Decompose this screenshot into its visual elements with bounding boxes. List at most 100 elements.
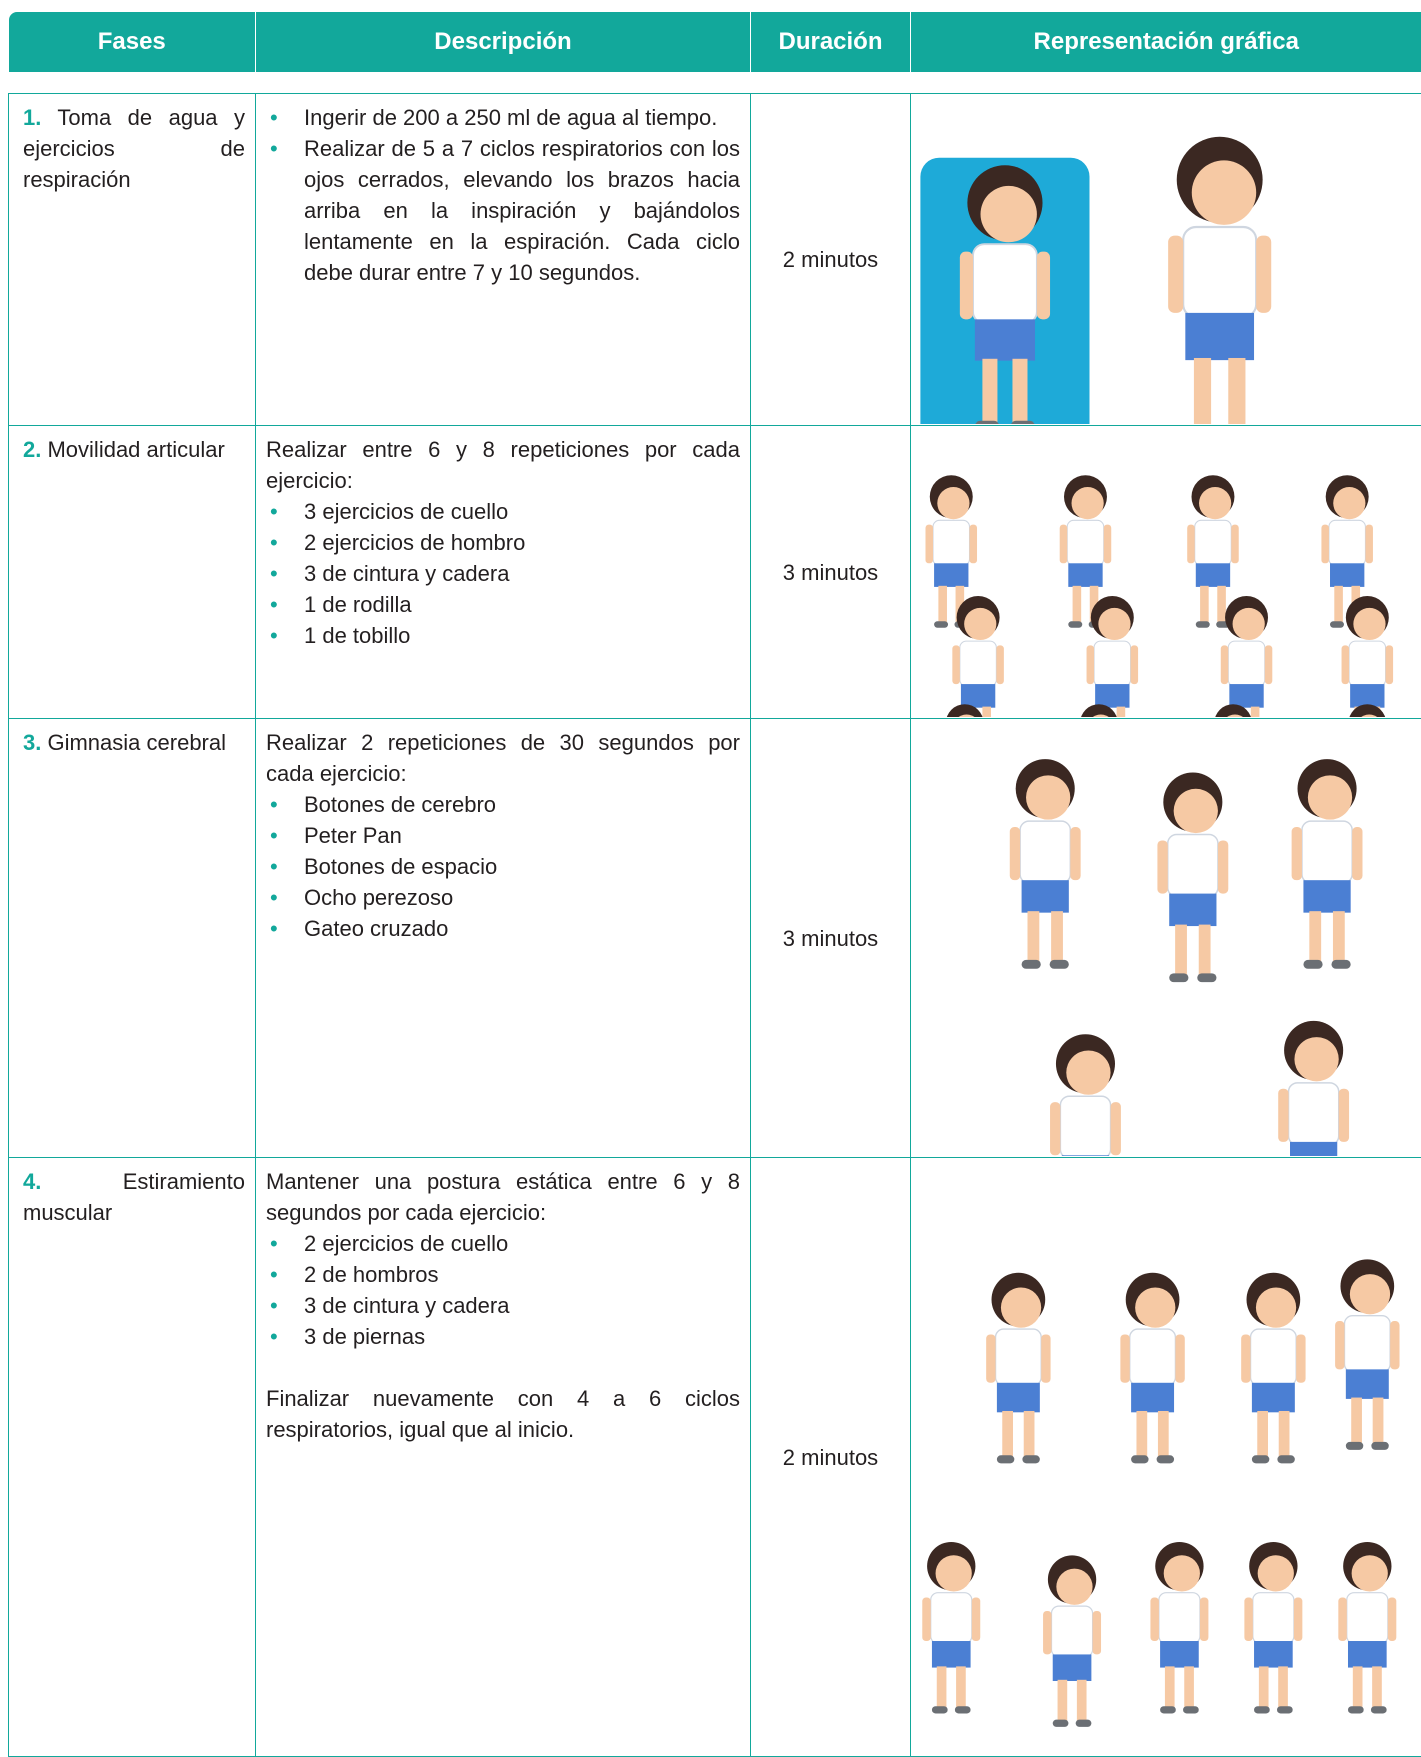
- figure: [952, 596, 1004, 717]
- arm-l: [1010, 827, 1020, 880]
- duration-cell: 2 minutos: [751, 1158, 911, 1757]
- duration-cell: 3 minutos: [751, 426, 911, 719]
- shorts: [1196, 563, 1230, 587]
- shoe-l: [1254, 1706, 1270, 1713]
- column-header: Fases: [9, 12, 256, 72]
- arm-r: [1200, 1597, 1208, 1640]
- arm-r: [1386, 645, 1394, 684]
- figure: [1335, 1259, 1399, 1450]
- phase-name: Toma de agua y ejercicios de respiración: [23, 105, 245, 192]
- figure: [1087, 596, 1139, 717]
- leg-r: [1077, 1679, 1087, 1720]
- leg-r: [1199, 924, 1211, 974]
- bullet-item: 2 de hombros: [304, 1259, 740, 1290]
- bullet-item: 2 ejercicios de cuello: [304, 1228, 740, 1259]
- leg-r: [1117, 706, 1126, 716]
- leg-l: [1027, 911, 1039, 961]
- leg-r: [1372, 1666, 1382, 1707]
- shirt: [1251, 1329, 1297, 1385]
- description-cell: Realizar 2 repeticiones de 30 segundos p…: [256, 719, 751, 1158]
- bullet-item: Botones de espacio: [304, 851, 740, 882]
- face: [1001, 1287, 1041, 1327]
- illustration: [911, 1160, 1421, 1755]
- shirt: [1289, 1082, 1339, 1144]
- leg-l: [1194, 357, 1211, 423]
- shoe-l: [932, 1706, 948, 1713]
- arm-r: [1093, 1610, 1101, 1653]
- intro: Realizar entre 6 y 8 repeticiones por ca…: [266, 434, 740, 496]
- face: [937, 487, 969, 519]
- leg-l: [1353, 1666, 1363, 1707]
- shirt: [1183, 226, 1256, 316]
- bullet-item: 1 de rodilla: [304, 589, 740, 620]
- shoe-r: [1371, 1441, 1388, 1449]
- face: [1333, 487, 1365, 519]
- table-body: 1. Toma de agua y ejercicios de respirac…: [9, 72, 1421, 1757]
- arm-l: [922, 1597, 930, 1640]
- arm-r: [1111, 1102, 1121, 1155]
- arm-l: [952, 645, 960, 684]
- shoe-r: [955, 1706, 971, 1713]
- arm-r: [972, 1597, 980, 1640]
- shirt: [1052, 1606, 1093, 1657]
- leg-l: [982, 358, 997, 422]
- bullet-item: 1 de tobillo: [304, 620, 740, 651]
- face: [964, 607, 996, 639]
- phase-name: Estiramiento muscular: [23, 1169, 245, 1225]
- figure: [1241, 1272, 1305, 1463]
- phase-cell: 3. Gimnasia cerebral: [9, 719, 256, 1158]
- leg-l: [1351, 1397, 1362, 1443]
- arm-l: [986, 1334, 995, 1382]
- leg-r: [1278, 1666, 1288, 1707]
- face: [1353, 607, 1385, 639]
- arm-r: [1294, 1597, 1302, 1640]
- column-header: Duración: [751, 12, 911, 72]
- figure: [922, 1541, 980, 1713]
- shirt: [960, 641, 997, 686]
- shirt: [931, 1592, 972, 1643]
- face: [1066, 1050, 1110, 1094]
- figure: [1050, 1034, 1121, 1156]
- shorts: [1160, 1641, 1199, 1668]
- arm-l: [1278, 1088, 1288, 1141]
- face: [1258, 1555, 1294, 1591]
- bullet-item: Ocho perezoso: [304, 882, 740, 913]
- arm-r: [1218, 840, 1228, 893]
- phase-number: 2.: [23, 437, 41, 462]
- arm-r: [970, 524, 978, 563]
- shoe-l: [1068, 621, 1082, 627]
- bullet-item: 3 de cintura y cadera: [304, 1290, 740, 1321]
- leg-l: [1334, 585, 1343, 622]
- leg-r: [1024, 1410, 1035, 1456]
- leg-r: [1251, 706, 1260, 716]
- arm-l: [1221, 645, 1229, 684]
- shorts: [1185, 312, 1254, 359]
- face: [1174, 788, 1218, 832]
- shirt: [1345, 1315, 1391, 1371]
- figure: [1244, 1541, 1302, 1713]
- shirt: [1094, 641, 1131, 686]
- face: [1056, 1568, 1092, 1604]
- shoe-l: [1131, 1455, 1148, 1463]
- face: [1294, 1037, 1338, 1081]
- phase-name: Gimnasia cerebral: [47, 730, 226, 755]
- shorts: [932, 1641, 971, 1668]
- arm-r: [1070, 827, 1080, 880]
- phase-name: Movilidad articular: [47, 437, 224, 462]
- intro: Mantener una postura estática entre 6 y …: [266, 1166, 740, 1228]
- arm-l: [1150, 1597, 1158, 1640]
- arm-l: [1087, 645, 1095, 684]
- column-header: Representación gráfica: [911, 12, 1421, 72]
- arm-l: [925, 524, 933, 563]
- face: [1199, 487, 1231, 519]
- shirt: [1349, 641, 1386, 686]
- illustration: [911, 428, 1421, 717]
- bullet-item: Peter Pan: [304, 820, 740, 851]
- figure: [1120, 1272, 1184, 1463]
- shirt: [1347, 1592, 1388, 1643]
- leg-r: [956, 1666, 966, 1707]
- duration-cell: 2 minutos: [751, 94, 911, 426]
- bullet-item: 3 de cintura y cadera: [304, 558, 740, 589]
- leg-r: [982, 706, 991, 716]
